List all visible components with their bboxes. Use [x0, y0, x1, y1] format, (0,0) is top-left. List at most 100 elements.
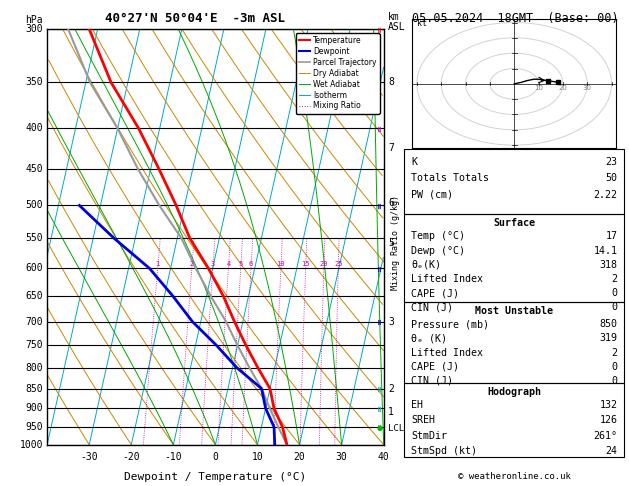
- Text: 4: 4: [226, 261, 230, 267]
- Text: 750: 750: [26, 340, 43, 350]
- Text: θₑ (K): θₑ (K): [411, 333, 447, 343]
- Text: LCL: LCL: [388, 424, 404, 433]
- Text: Temp (°C): Temp (°C): [411, 231, 465, 242]
- Text: 20: 20: [294, 452, 306, 462]
- Text: 3: 3: [388, 316, 394, 327]
- Text: 1: 1: [388, 407, 394, 417]
- Text: ≡: ≡: [374, 385, 382, 392]
- Text: 6: 6: [388, 198, 394, 208]
- Text: 0: 0: [611, 288, 618, 298]
- Text: hPa: hPa: [26, 15, 43, 25]
- Text: ≡: ≡: [374, 125, 382, 132]
- Text: 0: 0: [611, 376, 618, 386]
- Text: 40: 40: [378, 452, 389, 462]
- Text: ≡: ≡: [374, 318, 382, 325]
- Text: ≡: ≡: [374, 265, 382, 272]
- Text: Dewp (°C): Dewp (°C): [411, 245, 465, 256]
- Text: 318: 318: [599, 260, 618, 270]
- Text: PW (cm): PW (cm): [411, 190, 453, 200]
- Text: SREH: SREH: [411, 416, 435, 425]
- Text: 1000: 1000: [19, 440, 43, 450]
- Text: 0: 0: [611, 302, 618, 312]
- Text: Lifted Index: Lifted Index: [411, 347, 483, 358]
- Text: StmSpd (kt): StmSpd (kt): [411, 446, 477, 456]
- Text: 50: 50: [606, 173, 618, 183]
- Text: © weatheronline.co.uk: © weatheronline.co.uk: [458, 472, 571, 482]
- Text: 14.1: 14.1: [594, 245, 618, 256]
- Text: 10: 10: [534, 85, 543, 91]
- Text: -10: -10: [165, 452, 182, 462]
- Text: EH: EH: [411, 400, 423, 410]
- Text: CAPE (J): CAPE (J): [411, 362, 459, 372]
- Text: 261°: 261°: [594, 431, 618, 441]
- Text: CIN (J): CIN (J): [411, 376, 453, 386]
- Text: K: K: [411, 156, 417, 167]
- Text: 2.22: 2.22: [594, 190, 618, 200]
- Text: 30: 30: [582, 85, 592, 91]
- Text: 10: 10: [252, 452, 264, 462]
- Text: 132: 132: [599, 400, 618, 410]
- Text: 126: 126: [599, 416, 618, 425]
- Text: 350: 350: [26, 77, 43, 87]
- Text: Dewpoint / Temperature (°C): Dewpoint / Temperature (°C): [125, 472, 306, 482]
- Text: 2: 2: [388, 383, 394, 394]
- Text: 319: 319: [599, 333, 618, 343]
- Text: 40°27'N 50°04'E  -3m ASL: 40°27'N 50°04'E -3m ASL: [105, 12, 285, 25]
- Text: 2: 2: [611, 274, 618, 284]
- Text: 850: 850: [599, 319, 618, 329]
- Text: Pressure (mb): Pressure (mb): [411, 319, 489, 329]
- Text: ≡: ≡: [374, 26, 382, 33]
- Text: 450: 450: [26, 164, 43, 174]
- Text: 400: 400: [26, 123, 43, 134]
- Text: ≡: ≡: [374, 202, 382, 209]
- Text: 650: 650: [26, 291, 43, 301]
- Text: 5: 5: [238, 261, 243, 267]
- Text: 700: 700: [26, 316, 43, 327]
- Text: ≡: ≡: [374, 405, 382, 412]
- Text: -30: -30: [81, 452, 98, 462]
- Text: 24: 24: [606, 446, 618, 456]
- Text: CAPE (J): CAPE (J): [411, 288, 459, 298]
- Text: 6: 6: [249, 261, 253, 267]
- Text: Lifted Index: Lifted Index: [411, 274, 483, 284]
- Text: 900: 900: [26, 403, 43, 413]
- Text: Most Unstable: Most Unstable: [475, 306, 554, 316]
- Text: θₑ(K): θₑ(K): [411, 260, 441, 270]
- Text: 3: 3: [211, 261, 215, 267]
- Text: km: km: [388, 12, 400, 22]
- Text: 5: 5: [388, 238, 394, 248]
- Text: 30: 30: [336, 452, 347, 462]
- Text: Mixing Ratio (g/kg): Mixing Ratio (g/kg): [391, 195, 400, 291]
- Text: 15: 15: [301, 261, 310, 267]
- Text: 0: 0: [611, 362, 618, 372]
- Text: CIN (J): CIN (J): [411, 302, 453, 312]
- Text: -20: -20: [123, 452, 140, 462]
- Text: 05.05.2024  18GMT  (Base: 00): 05.05.2024 18GMT (Base: 00): [413, 12, 619, 25]
- Text: 20: 20: [320, 261, 328, 267]
- Text: ●: ●: [376, 425, 382, 432]
- Text: 8: 8: [388, 77, 394, 87]
- Text: 17: 17: [606, 231, 618, 242]
- Text: 25: 25: [334, 261, 343, 267]
- Text: 10: 10: [277, 261, 285, 267]
- Text: 600: 600: [26, 263, 43, 274]
- Text: 800: 800: [26, 363, 43, 373]
- Text: Hodograph: Hodograph: [487, 387, 541, 397]
- Text: Totals Totals: Totals Totals: [411, 173, 489, 183]
- Text: 2: 2: [611, 347, 618, 358]
- Text: 550: 550: [26, 233, 43, 243]
- Text: StmDir: StmDir: [411, 431, 447, 441]
- Text: 2: 2: [190, 261, 194, 267]
- Legend: Temperature, Dewpoint, Parcel Trajectory, Dry Adiabat, Wet Adiabat, Isotherm, Mi: Temperature, Dewpoint, Parcel Trajectory…: [296, 33, 380, 114]
- Text: 23: 23: [606, 156, 618, 167]
- Text: 1: 1: [155, 261, 160, 267]
- Text: 500: 500: [26, 200, 43, 210]
- Text: 300: 300: [26, 24, 43, 34]
- Text: 7: 7: [388, 143, 394, 153]
- Text: ASL: ASL: [388, 22, 406, 32]
- Text: kt: kt: [417, 18, 427, 28]
- Text: 20: 20: [559, 85, 567, 91]
- Text: 850: 850: [26, 383, 43, 394]
- Text: 950: 950: [26, 422, 43, 432]
- Text: ≡: ≡: [374, 423, 382, 431]
